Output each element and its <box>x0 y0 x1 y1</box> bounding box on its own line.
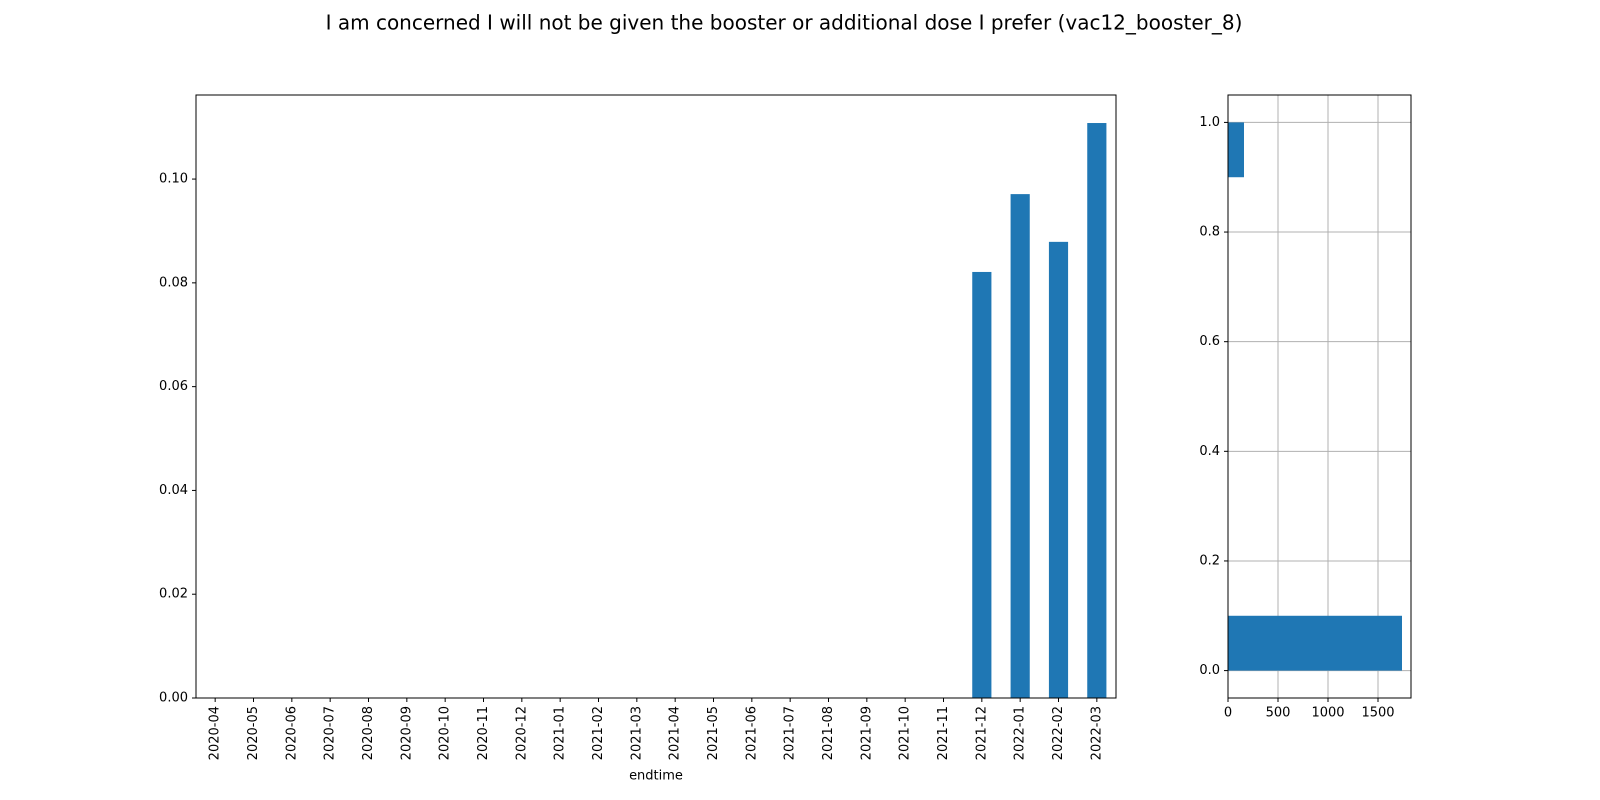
x-tick-label: 2020-05 <box>246 706 261 760</box>
y-tick-label: 0.08 <box>159 275 188 290</box>
plot-frame <box>1227 94 1412 699</box>
x-tick-label: 1500 <box>1361 706 1394 721</box>
y-tick-label: 0.6 <box>1199 334 1220 349</box>
y-tick-label: 0.02 <box>159 587 188 602</box>
x-tick-label: 2021-04 <box>668 706 683 760</box>
x-tick-label: 500 <box>1266 706 1291 721</box>
x-tick-label: 2020-10 <box>438 706 453 760</box>
x-tick-label: 2021-08 <box>821 706 836 760</box>
figure-title: I am concerned I will not be given the b… <box>326 11 1243 35</box>
x-tick-label: 2020-09 <box>399 706 414 760</box>
y-tick-label: 0.0 <box>1199 663 1220 678</box>
x-tick-label: 1000 <box>1311 706 1344 721</box>
x-tick-label: 2021-05 <box>706 706 721 760</box>
y-tick-label: 0.10 <box>159 172 188 187</box>
bar <box>1087 123 1107 698</box>
x-tick-label: 2020-08 <box>361 706 376 760</box>
y-tick-label: 1.0 <box>1199 115 1220 130</box>
x-tick-label: 2021-11 <box>936 706 951 760</box>
y-tick-label: 0.2 <box>1199 553 1220 568</box>
x-tick-label: 2022-03 <box>1089 706 1104 760</box>
x-tick-label: 2021-02 <box>591 706 606 760</box>
x-tick-label: 2020-06 <box>284 706 299 760</box>
x-tick-label: 2020-12 <box>514 706 529 760</box>
bar <box>972 271 992 698</box>
x-tick-label: 2020-11 <box>476 706 491 760</box>
x-tick-label: 0 <box>1224 706 1232 721</box>
bar <box>1048 241 1069 698</box>
x-tick-label: 2021-09 <box>859 706 874 760</box>
y-tick-label: 0.4 <box>1199 444 1220 459</box>
x-tick-label: 2020-04 <box>208 706 223 760</box>
x-tick-label: 2021-03 <box>629 706 644 760</box>
x-tick-label: 2021-01 <box>553 706 568 760</box>
x-axis-label: endtime <box>629 769 683 784</box>
x-tick-label: 2021-12 <box>974 706 989 760</box>
bar <box>1010 194 1030 698</box>
y-tick-label: 0.00 <box>159 691 188 706</box>
y-tick-label: 0.8 <box>1199 225 1220 240</box>
x-tick-label: 2021-07 <box>783 706 798 760</box>
hist-bar <box>1228 615 1402 671</box>
x-tick-label: 2021-06 <box>744 706 759 760</box>
x-tick-label: 2021-10 <box>898 706 913 760</box>
hist-bar <box>1228 122 1244 178</box>
x-tick-label: 2022-01 <box>1013 706 1028 760</box>
x-tick-label: 2020-07 <box>323 706 338 760</box>
y-tick-label: 0.06 <box>159 379 188 394</box>
x-tick-label: 2022-02 <box>1051 706 1066 760</box>
plot-frame <box>195 94 1117 699</box>
y-tick-label: 0.04 <box>159 483 188 498</box>
